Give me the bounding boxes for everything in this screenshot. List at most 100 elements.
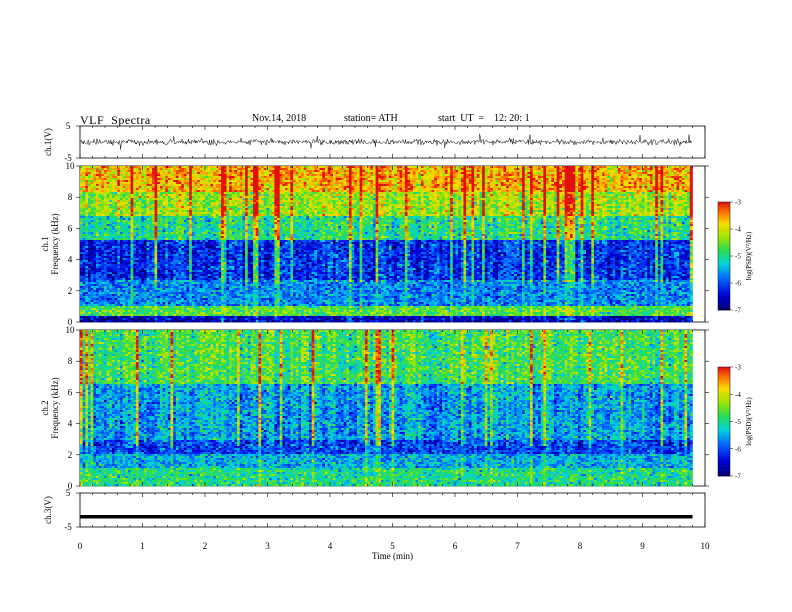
ch1-spectrogram-cell [218,254,222,257]
ch1-spectrogram-cell [90,204,94,207]
ch1-spectrogram-cell [167,266,171,269]
ch1-spectrogram-cell [202,186,206,189]
ch1-spectrogram-cell [170,210,174,213]
ch1-spectrogram-cell [133,200,137,203]
ch1-spectrogram-cell [95,174,99,177]
ch1-spectrogram-cell [117,308,121,311]
ch1-spectrogram-cell [178,272,182,275]
ch1-spectrogram-cell [245,274,249,277]
ch1-spectrogram-cell [82,218,86,221]
ch1-spectrogram-cell [239,280,243,283]
ch1-spectrogram-cell [197,258,201,261]
ch1-spectrogram-cell [117,242,121,245]
ch1-spectrogram-cell [223,298,227,301]
ch1-spectrogram-cell [247,314,251,317]
ch1-spectrogram-cell [231,262,235,265]
ch1-spectrogram-cell [194,280,198,283]
ch1-spectrogram-cell [135,200,139,203]
ch1-spectrogram-cell [119,318,123,321]
ch1-spectrogram-cell [231,298,235,301]
ch1-spectrogram-cell [93,286,97,289]
ch1-spectrogram-cell [90,244,94,247]
ch1-spectrogram-cell [207,264,211,267]
ch1-spectrogram-cell [98,214,102,217]
ch1-spectrogram-cell [117,248,121,251]
ch1-spectrogram-cell [210,304,214,307]
ch1-spectrogram-cell [141,262,145,265]
ch1-spectrogram-cell [167,280,171,283]
ch1-spectrogram-cell [98,182,102,185]
ch1-spectrogram-cell [101,280,105,283]
ch1-spectrogram-cell [245,300,249,303]
ch1-spectrogram-cell [245,288,249,291]
ch1-spectrogram-cell [106,266,110,269]
ch1-spectrogram-cell [205,174,209,177]
ch1-spectrogram-cell [178,172,182,175]
ch1-spectrogram-cell [231,190,235,193]
ch1-spectrogram-cell [213,284,217,287]
ch1-spectrogram-cell [242,208,246,211]
ch1-spectrogram-cell [231,196,235,199]
ch1-spectrogram-cell [239,258,243,261]
ch1-spectrogram-cell [231,210,235,213]
ch1-spectrogram-cell [170,168,174,171]
ch1-spectrogram-cell [87,270,91,273]
ch1-spectrogram-cell [157,200,161,203]
ch1-spectrogram-cell [215,218,219,221]
ch1-spectrogram-cell [226,264,230,267]
ch1-spectrogram-cell [175,298,179,301]
ch1-spectrogram-cell [125,222,129,225]
ch1-spectrogram-cell [194,188,198,191]
ch1-spectrogram-cell [82,270,86,273]
ch1-spectrogram-cell [125,276,129,279]
ch1-spectrogram-cell [175,194,179,197]
ch1-spectrogram-cell [215,274,219,277]
ch1-spectrogram-cell [229,180,233,183]
ch1-spectrogram-cell [191,266,195,269]
ch1-spectrogram-cell [95,264,99,267]
ch1-spectrogram-cell [138,274,142,277]
ch1-spectrogram-cell [146,232,150,235]
ch1-spectrogram-cell [218,268,222,271]
ch1-spectrogram-cell [191,188,195,191]
ch1-spectrogram-cell [159,318,163,321]
ch1-spectrogram-cell [106,230,110,233]
ch1-spectrogram-cell [199,232,203,235]
ch1-spectrogram-cell [133,320,137,323]
ch1-spectrogram-cell [133,302,137,305]
ch1-spectrogram-cell [85,302,89,305]
ch1-spectrogram-cell [202,198,206,201]
ch1-spectrogram-cell [157,312,161,315]
ch1-spectrogram-cell [221,186,225,189]
ch1-spectrogram-cell [178,254,182,257]
ch1-spectrogram-cell [87,286,91,289]
ch1-spectrogram-cell [87,186,91,189]
ch1-spectrogram-cell [226,222,230,225]
ch1-spectrogram-cell [239,186,243,189]
ch1-spectrogram-cell [82,176,86,179]
ch1-spectrogram-cell [207,174,211,177]
ch1-spectrogram-cell [159,276,163,279]
ch1-spectrogram-cell [205,300,209,303]
ch1-spectrogram-cell [191,214,195,217]
ch1-spectrogram-cell [133,292,137,295]
ch1-spectrogram-cell [175,226,179,229]
ch1-spectrogram-cell [170,248,174,251]
ch1-spectrogram-cell [247,272,251,275]
ch1-spectrogram-cell [106,298,110,301]
ch1-spectrogram-cell [178,170,182,173]
ch1-spectrogram-cell [98,300,102,303]
ch1-spectrogram-cell [149,260,153,263]
ch1-spectrogram-cell [210,300,214,303]
ch1-spectrogram-cell [143,190,147,193]
ch1-spectrogram-cell [239,260,243,263]
ch1-spectrogram-cell [231,194,235,197]
ch1-spectrogram-cell [197,298,201,301]
ch1-spectrogram-cell [205,302,209,305]
ch1-spectrogram-cell [157,276,161,279]
ch1-spectrogram-cell [213,280,217,283]
ch1-spectrogram-cell [226,176,230,179]
ch1-spectrogram-cell [106,194,110,197]
ch1-spectrogram-cell [173,214,177,217]
ch1-spectrogram-cell [162,192,166,195]
